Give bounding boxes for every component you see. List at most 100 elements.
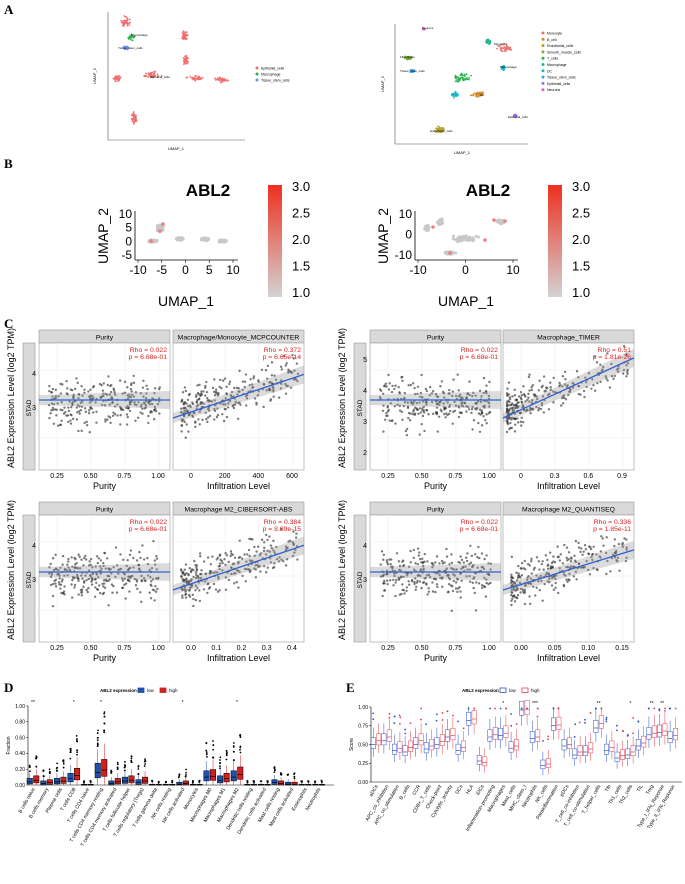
scatter-point	[59, 392, 63, 395]
scatter-point	[565, 546, 569, 549]
strip-col-label: Macrophage/Monocyte_MCPCOUNTER	[178, 335, 300, 342]
umap-point	[130, 38, 132, 41]
scatter-point	[73, 583, 77, 587]
scatter-point	[150, 402, 154, 406]
umap-point	[116, 75, 119, 78]
outlier	[76, 751, 79, 754]
colorbar-tick: 2.0	[572, 232, 590, 247]
scatter-point	[212, 582, 216, 586]
scatter-point	[67, 420, 70, 424]
scatter-point	[478, 408, 482, 411]
scatter-point	[52, 403, 56, 406]
colorbar: 3.02.52.01.51.0	[268, 179, 310, 300]
scatter-point	[530, 560, 533, 563]
outlier	[205, 753, 208, 755]
y-tick-label: 0.60	[15, 735, 25, 741]
outlier	[75, 735, 78, 737]
scatter-point	[409, 383, 412, 387]
scatter-point	[511, 395, 514, 398]
box	[176, 781, 183, 786]
scatter-point	[234, 403, 237, 406]
scatter-point	[407, 384, 410, 387]
scatter-point	[193, 559, 196, 563]
x-tick-label: 1.00	[482, 473, 496, 480]
box	[74, 768, 81, 781]
box	[60, 776, 67, 784]
colorbar-tick: 3.0	[572, 179, 590, 194]
scatter-point	[589, 547, 593, 551]
umap-point	[468, 76, 470, 79]
x-tick-label: 0.4	[287, 645, 297, 652]
scatter-point	[580, 547, 583, 550]
scatter-point	[80, 558, 83, 561]
strip-col-label: Macrophage M2_CIBERSORT-ABS	[185, 507, 293, 514]
scatter-point	[145, 392, 148, 395]
legend-high: high	[531, 688, 540, 693]
scatter-point	[80, 590, 84, 594]
scatter-point	[243, 380, 247, 383]
scatter-point	[380, 550, 384, 553]
box	[561, 739, 567, 751]
scatter-point	[612, 377, 615, 380]
legend-low: low	[147, 688, 155, 693]
umap-point	[461, 74, 464, 77]
outlier	[505, 707, 507, 710]
scatter-point	[482, 414, 485, 418]
scatter-point	[155, 554, 158, 558]
scatter-point	[452, 579, 455, 583]
outlier	[43, 775, 45, 778]
scatter-point	[387, 388, 391, 391]
scatter-point	[519, 396, 523, 399]
box	[210, 769, 217, 781]
scatter-point	[625, 375, 628, 378]
feature-point	[152, 239, 156, 243]
scatter-point	[217, 392, 220, 396]
y-tick-label: 3	[363, 577, 367, 584]
umap-point	[442, 126, 445, 129]
outlier	[219, 756, 222, 759]
outlier	[191, 781, 194, 784]
box	[408, 740, 413, 752]
scatter-point	[392, 578, 395, 582]
scatter-point	[124, 582, 128, 585]
scatter-xlabel: Purity	[93, 481, 117, 491]
scatter-point	[202, 588, 206, 591]
outlier	[664, 709, 666, 712]
scatter-point	[400, 592, 403, 596]
outlier	[137, 768, 140, 770]
scatter-point	[195, 407, 198, 410]
scatter-point	[447, 583, 451, 586]
scatter-point	[85, 424, 89, 427]
scatter-point	[554, 586, 557, 590]
scatter-point	[112, 389, 116, 392]
scatter-point	[125, 423, 129, 426]
umap-point	[441, 130, 444, 133]
scatter-point	[542, 411, 545, 414]
scatter-point	[195, 400, 198, 404]
significance: **	[597, 701, 601, 707]
umap-point	[423, 28, 425, 31]
outlier	[573, 736, 576, 738]
scatter-point	[413, 386, 416, 390]
y-tick-label: 0.80	[15, 720, 25, 726]
box	[182, 780, 189, 786]
outlier	[124, 761, 126, 763]
scatter-point	[87, 586, 90, 590]
scatter-point	[204, 394, 207, 397]
scatter-point	[581, 553, 584, 557]
outlier	[144, 760, 147, 763]
scatter-point	[209, 563, 213, 566]
x-tick-label: 200	[219, 473, 231, 480]
umap-point	[499, 49, 502, 52]
scatter-point	[218, 589, 221, 592]
scatter-point	[108, 416, 112, 419]
legend-swatch-low	[137, 687, 145, 693]
scatter-point	[529, 602, 532, 606]
umap-point	[502, 42, 505, 45]
umap-point	[405, 58, 408, 61]
scatter-point	[142, 379, 145, 383]
strip-col-label: Purity	[427, 507, 445, 514]
outlier	[632, 732, 634, 735]
scatter-point	[588, 573, 592, 576]
scatter-point	[112, 411, 115, 414]
